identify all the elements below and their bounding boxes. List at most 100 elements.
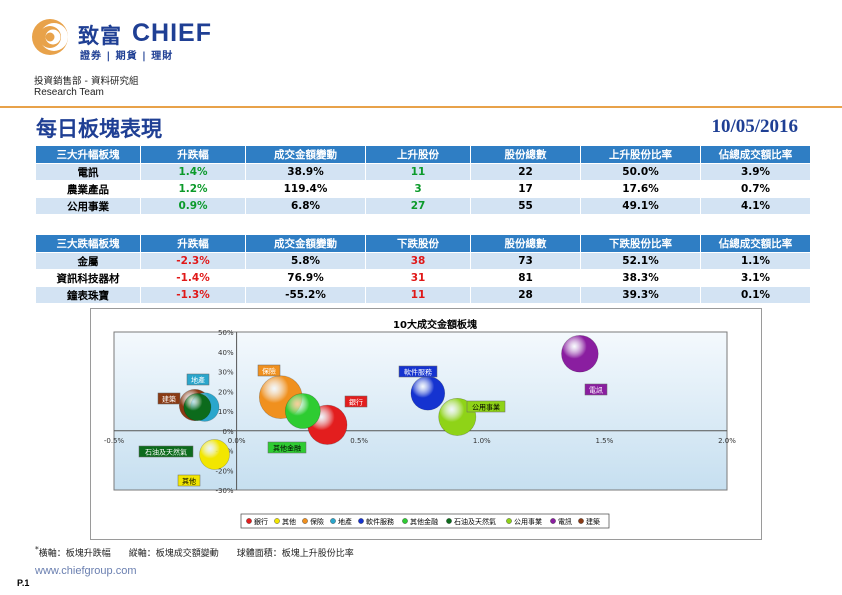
table-row: 公用事業 0.9% 6.8% 27 55 49.1% 4.1% <box>35 197 811 215</box>
sector-name: 資訊科技器材 <box>35 269 141 287</box>
sector-name: 鐘表珠寶 <box>35 286 141 304</box>
legend-swatch <box>274 518 280 524</box>
turnover-change: 6.8% <box>245 197 366 215</box>
callout-text: 建築 <box>162 395 176 404</box>
change-pct: -2.3% <box>140 252 246 270</box>
bubble-2: 公用事業 <box>438 397 477 436</box>
callout-text: 其他金融 <box>273 444 301 453</box>
brand-tagline: 證券 | 期貨 | 理財 <box>80 51 174 62</box>
callout-text: 其他 <box>182 477 196 486</box>
falling-ratio: 38.3% <box>580 269 701 287</box>
turnover-change: 38.9% <box>245 163 366 181</box>
callout-text: 軟件服務 <box>404 368 432 377</box>
table-row: 資訊科技器材 -1.4% 76.9% 31 81 38.3% 3.1% <box>35 269 811 287</box>
callout-label: 建築 <box>157 392 181 405</box>
turnover-change: 119.4% <box>245 180 366 198</box>
legend-swatch <box>506 518 512 524</box>
legend-label: 銀行 <box>254 517 268 526</box>
legend-label: 公用事業 <box>514 517 542 526</box>
legend-swatch <box>446 518 452 524</box>
turnover-change: -55.2% <box>245 286 366 304</box>
column-header: 成交金額變動 <box>245 234 366 253</box>
callout-text: 石油及天然氣 <box>145 448 187 457</box>
callout-box <box>267 441 307 454</box>
report-date: 10/05/2016 <box>711 116 798 137</box>
legend-label: 地產 <box>338 517 352 526</box>
bubble-7: 其他 <box>199 439 230 470</box>
rising-stocks: 11 <box>365 163 471 181</box>
callout-text: 電訊 <box>589 386 603 395</box>
sector-name: 農業產品 <box>35 180 141 198</box>
falling-ratio: 39.3% <box>580 286 701 304</box>
column-header: 升跌幅 <box>140 234 246 253</box>
column-header: 上升股份 <box>365 145 471 164</box>
legend-label: 保險 <box>310 517 324 526</box>
column-header: 升跌幅 <box>140 145 246 164</box>
callout-label: 軟件服務 <box>398 365 438 378</box>
callout-text: 保險 <box>262 367 276 376</box>
y-tick-label: 20% <box>218 388 234 396</box>
legend-label: 其他金融 <box>410 517 438 526</box>
callout-label: 其他 <box>177 474 201 487</box>
callout-text: 地產 <box>191 376 205 385</box>
column-header: 股份總數 <box>470 234 581 253</box>
sector-name: 金屬 <box>35 252 141 270</box>
table-row: 鐘表珠寶 -1.3% -55.2% 11 28 39.3% 0.1% <box>35 286 811 304</box>
column-header: 下跌股份 <box>365 234 471 253</box>
turnover-change: 5.8% <box>245 252 366 270</box>
change-pct: 1.4% <box>140 163 246 181</box>
turnover-share: 0.7% <box>700 180 811 198</box>
chief-logo-icon <box>32 19 68 55</box>
legend-label: 其他 <box>282 517 296 526</box>
bubble-3: 電訊 <box>561 335 599 373</box>
legend-swatch <box>246 518 252 524</box>
table-row: 金屬 -2.3% 5.8% 38 73 52.1% 1.1% <box>35 252 811 270</box>
y-tick-label: 40% <box>218 349 234 357</box>
legend-label: 石油及天然氣 <box>454 517 496 526</box>
rising-stocks: 3 <box>365 180 471 198</box>
total-stocks: 55 <box>470 197 581 215</box>
callout-box <box>177 474 201 487</box>
total-stocks: 28 <box>470 286 581 304</box>
callout-box <box>186 373 210 386</box>
callout-box <box>257 364 281 377</box>
change-pct: -1.4% <box>140 269 246 287</box>
legend-swatch <box>578 518 584 524</box>
callout-text: 銀行 <box>349 398 363 407</box>
column-header: 成交金額變動 <box>245 145 366 164</box>
change-pct: 1.2% <box>140 180 246 198</box>
x-tick-label: 1.0% <box>473 437 491 445</box>
change-pct: -1.3% <box>140 286 246 304</box>
rising-ratio: 17.6% <box>580 180 701 198</box>
website-link[interactable]: www.chiefgroup.com <box>35 565 137 577</box>
rising-ratio: 50.0% <box>580 163 701 181</box>
callout-label: 保險 <box>257 364 281 377</box>
legend-swatch <box>330 518 336 524</box>
table-row: 電訊 1.4% 38.9% 11 22 50.0% 3.9% <box>35 163 811 181</box>
sector-name: 公用事業 <box>35 197 141 215</box>
y-tick-label: 50% <box>218 329 234 337</box>
bubble-chart: 10大成交金額板塊 -0.5% 0.0% 0.5% 1.0% 1.5% 2.0% -30% -… <box>104 318 736 529</box>
column-header: 三大升幅板塊 <box>35 145 141 164</box>
column-header: 佔總成交額比率 <box>700 145 811 164</box>
turnover-share: 1.1% <box>700 252 811 270</box>
department-label: 投資銷售部 - 資料研究組 <box>34 76 139 87</box>
callout-box <box>138 445 194 458</box>
callout-text: 公用事業 <box>472 403 500 412</box>
brand-name-chinese: 致富 <box>78 24 122 48</box>
change-pct: 0.9% <box>140 197 246 215</box>
footnote-mark: * <box>35 545 39 554</box>
legend-label: 建築 <box>586 517 600 526</box>
turnover-share: 4.1% <box>700 197 811 215</box>
bubble-4: 其他金融 <box>284 393 321 429</box>
bubble-5: 軟件服務 <box>410 375 446 411</box>
x-tick-label: 1.5% <box>596 437 614 445</box>
total-stocks: 17 <box>470 180 581 198</box>
column-header: 股份總數 <box>470 145 581 164</box>
falling-stocks: 11 <box>365 286 471 304</box>
turnover-share: 0.1% <box>700 286 811 304</box>
table-row: 農業產品 1.2% 119.4% 3 17 17.6% 0.7% <box>35 180 811 198</box>
falling-ratio: 52.1% <box>580 252 701 270</box>
callout-label: 石油及天然氣 <box>138 445 194 458</box>
table-header-row: 三大跌幅板塊 升跌幅 成交金額變動 下跌股份 股份總數 下跌股份比率 佔總成交額… <box>35 234 811 253</box>
